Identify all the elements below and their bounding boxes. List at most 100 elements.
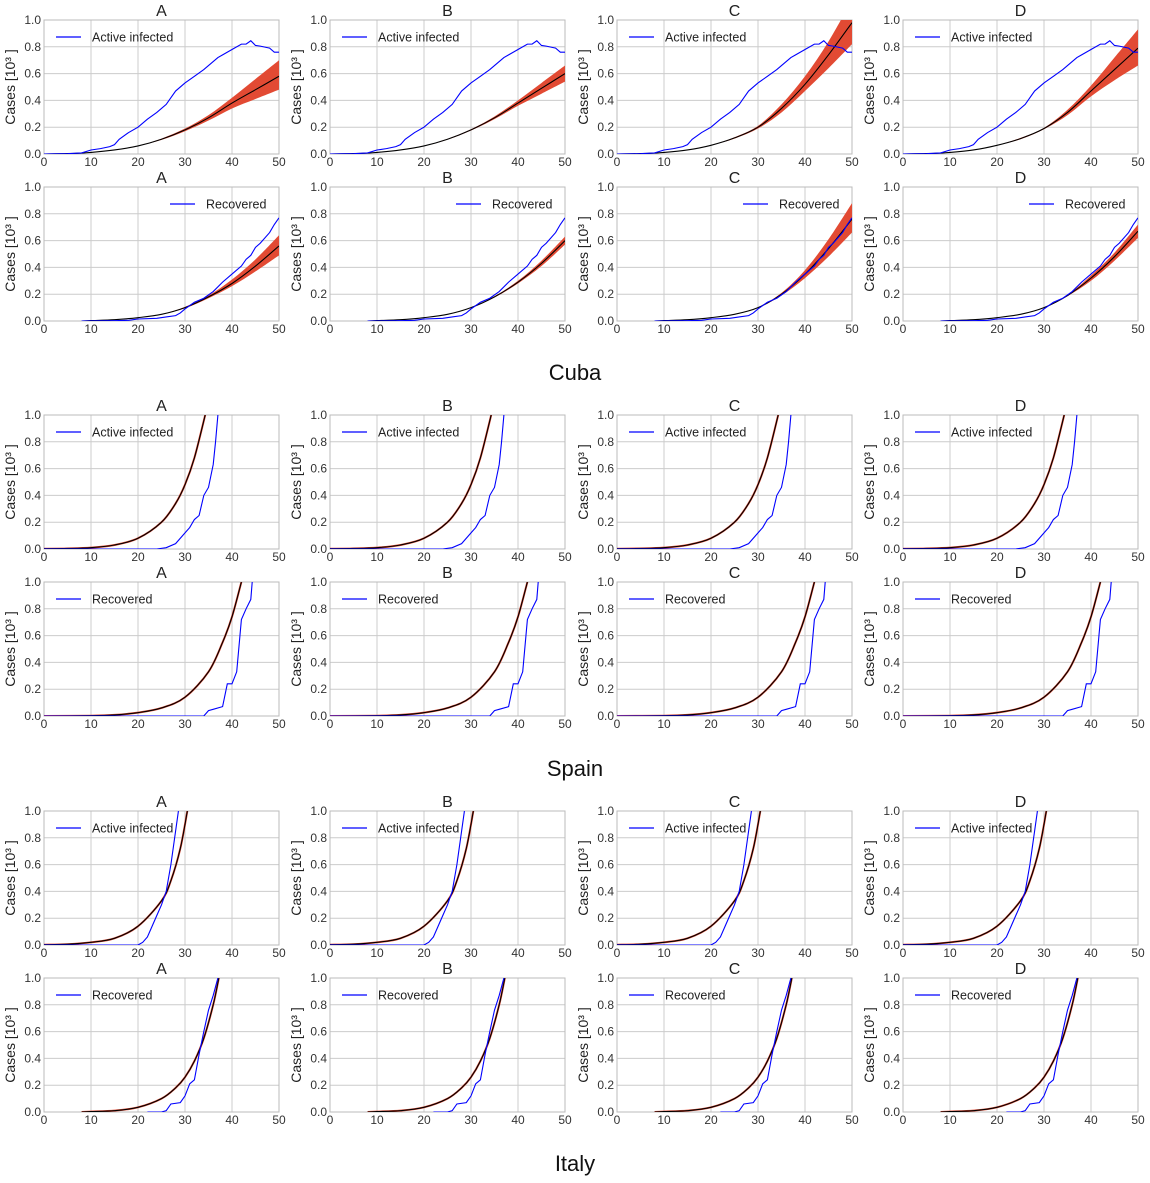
legend: Recovered [56, 593, 152, 607]
legend-label: Recovered [1065, 198, 1125, 212]
y-tick-label: 0.6 [310, 858, 327, 872]
subplot-title: D [1015, 565, 1027, 582]
y-tick-label: 0.6 [24, 629, 41, 643]
y-tick-label: 1.0 [883, 804, 900, 818]
y-tick-label: 1.0 [597, 180, 614, 194]
subplot-cuba-active-c: 0 10 20 30 40 50 0.0 0.2 0.4 0.6 0.8 1.0 C Cases [10³… [575, 3, 859, 169]
observed-line [617, 415, 792, 549]
subplot-spain-active-a: 0 10 20 30 40 50 0.0 0.2 0.4 0.6 0.8 1.0 A Cases [10³… [2, 398, 286, 564]
x-tick-label: 50 [558, 946, 572, 960]
y-tick-label: 0.4 [597, 884, 614, 898]
y-tick-label: 0.2 [310, 515, 327, 529]
x-tick-label: 0 [327, 550, 334, 564]
y-tick-label: 0.2 [597, 1078, 614, 1092]
legend-label: Active infected [378, 822, 459, 836]
legend-label: Recovered [92, 989, 152, 1003]
plot-area [330, 20, 565, 154]
model-line [940, 978, 1079, 1112]
y-tick-label: 0.0 [24, 1105, 41, 1119]
x-tick-label: 0 [900, 946, 907, 960]
x-tick-label: 40 [1084, 322, 1098, 336]
x-tick-label: 20 [417, 717, 431, 731]
legend-label: Active infected [92, 31, 173, 45]
axes-frame [902, 414, 1139, 550]
y-tick-label: 0.2 [310, 287, 327, 301]
subplot-italy-active-c: 0 10 20 30 40 50 0.0 0.2 0.4 0.6 0.8 1.0 C Cases [10³… [575, 794, 859, 960]
y-tick-label: 0.6 [883, 234, 900, 248]
subplot-title: A [156, 3, 167, 20]
y-tick-label: 1.0 [883, 180, 900, 194]
legend: Recovered [915, 989, 1011, 1003]
x-tick-label: 20 [131, 322, 145, 336]
x-tick-label: 50 [845, 550, 859, 564]
x-tick-label: 0 [900, 1113, 907, 1127]
subplot-title: A [156, 961, 167, 978]
x-tick-label: 50 [558, 717, 572, 731]
y-tick-label: 0.0 [24, 938, 41, 952]
x-tick-label: 10 [84, 946, 98, 960]
observed-line [940, 217, 1138, 321]
y-tick-label: 0.6 [883, 629, 900, 643]
plot-area [44, 20, 279, 154]
x-tick-label: 40 [511, 155, 525, 169]
y-tick-label: 0.4 [24, 488, 41, 502]
y-axis-label: Cases [10³ ] [575, 216, 591, 291]
plot-area [330, 811, 565, 945]
y-tick-label: 0.8 [597, 435, 614, 449]
subplot-title: C [729, 3, 741, 20]
plot-area [44, 978, 279, 1112]
y-tick-label: 1.0 [24, 804, 41, 818]
series-group [330, 415, 505, 549]
y-tick-label: 0.2 [24, 287, 41, 301]
observed-line [44, 415, 219, 549]
y-tick-label: 0.6 [883, 858, 900, 872]
x-tick-label: 20 [704, 717, 718, 731]
series-group [81, 217, 279, 321]
subplot-title: D [1015, 3, 1027, 20]
x-tick-label: 20 [131, 717, 145, 731]
legend: Recovered [342, 989, 438, 1003]
legend: Active infected [629, 822, 746, 836]
x-tick-label: 30 [1037, 1113, 1051, 1127]
x-tick-label: 50 [1131, 550, 1145, 564]
y-tick-label: 0.4 [883, 1051, 900, 1065]
model-line [44, 415, 206, 549]
y-axis-label: Cases [10³ ] [2, 840, 18, 915]
panels: 0 10 20 30 40 50 0.0 0.2 0.4 0.6 0.8 1.0 A Cases [10³… [2, 3, 1145, 1127]
x-tick-label: 10 [657, 322, 671, 336]
model-line [81, 245, 279, 321]
y-axis-label: Cases [10³ ] [861, 49, 877, 124]
legend: Recovered [743, 198, 839, 212]
x-tick-label: 20 [417, 946, 431, 960]
x-tick-label: 30 [751, 155, 765, 169]
subplot-spain-active-d: 0 10 20 30 40 50 0.0 0.2 0.4 0.6 0.8 1.0 D Cases [10³… [861, 398, 1145, 564]
y-axis-label: Cases [10³ ] [288, 49, 304, 124]
x-tick-label: 10 [84, 717, 98, 731]
y-tick-label: 0.2 [24, 120, 41, 134]
legend-label: Active infected [951, 426, 1032, 440]
legend: Active infected [915, 426, 1032, 440]
x-tick-label: 40 [511, 550, 525, 564]
legend: Active infected [56, 426, 173, 440]
x-tick-label: 50 [558, 550, 572, 564]
legend: Recovered [629, 989, 725, 1003]
confidence-band [617, 20, 852, 154]
observed-line [617, 811, 752, 945]
y-tick-label: 0.8 [597, 998, 614, 1012]
plot-area [617, 978, 852, 1112]
y-tick-label: 0.4 [310, 260, 327, 274]
y-tick-label: 0.0 [883, 938, 900, 952]
legend-label: Active infected [665, 426, 746, 440]
series-group [367, 217, 565, 321]
x-tick-label: 50 [272, 946, 286, 960]
y-tick-label: 0.6 [883, 462, 900, 476]
x-tick-label: 40 [225, 946, 239, 960]
y-tick-label: 0.4 [24, 260, 41, 274]
y-tick-label: 1.0 [310, 804, 327, 818]
x-tick-label: 50 [845, 1113, 859, 1127]
x-tick-label: 50 [845, 946, 859, 960]
observed-line [81, 217, 279, 321]
y-tick-label: 0.0 [883, 542, 900, 556]
x-tick-label: 0 [614, 1113, 621, 1127]
model-line [903, 415, 1065, 549]
